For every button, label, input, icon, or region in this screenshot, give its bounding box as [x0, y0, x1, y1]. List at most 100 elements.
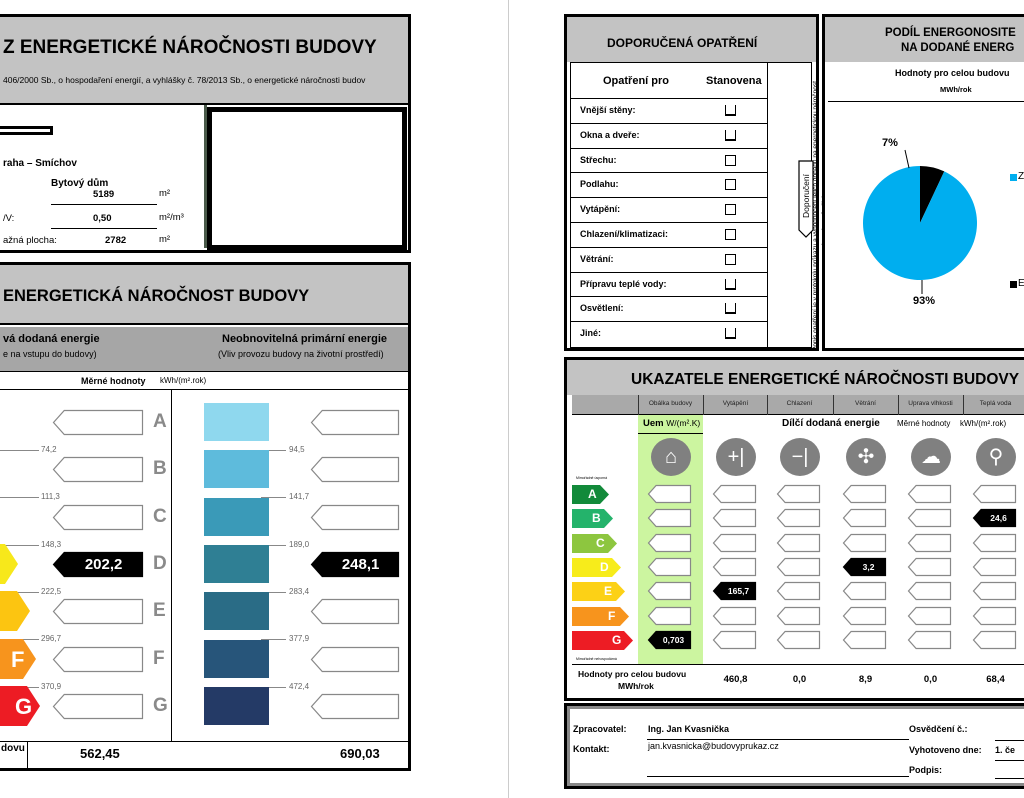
share-unit: MWh/rok: [940, 85, 972, 94]
scale-class-a: [572, 485, 609, 504]
measure-checkbox[interactable]: [725, 154, 736, 166]
primary-threshold: 283,4: [289, 586, 310, 596]
delivered-energy-arrow-f: [52, 646, 144, 672]
measure-item-label: Okna a dveře:: [580, 129, 640, 140]
indicator-arrow: [712, 484, 757, 504]
measure-item-label: Jiné:: [580, 328, 602, 339]
indicator-arrow: [842, 533, 887, 552]
status-col-header: Stanovena: [706, 75, 762, 87]
pie-label-big: 93%: [913, 295, 936, 307]
processor-name: Ing. Jan Kvasnička: [648, 724, 730, 734]
column-total: 0,0: [923, 674, 938, 685]
measure-checkbox[interactable]: [725, 204, 736, 216]
delivered-threshold: 296,7: [41, 634, 62, 644]
delivered-energy-arrow-a: [52, 409, 144, 436]
info-label: /V:: [3, 213, 15, 224]
indicator-arrow: [647, 630, 692, 649]
scale-bottom-label: Mimořádně nehospodárná: [576, 657, 617, 661]
delivered-class-g-bar: [0, 685, 40, 726]
indicator-arrow: [907, 509, 952, 528]
measure-checkbox[interactable]: [725, 229, 736, 240]
class-value: 3,2: [862, 561, 875, 572]
measure-checkbox[interactable]: [725, 278, 736, 290]
legend-label: Ze: [1018, 171, 1024, 182]
column-header: Chlazení: [786, 400, 813, 407]
primary-threshold: 472,4: [289, 681, 310, 691]
indicator-arrow: [647, 582, 692, 601]
total-primary-energy: 690,03: [340, 746, 380, 761]
indicator-arrow: [776, 557, 821, 576]
indicator-arrow: [776, 533, 821, 552]
scale-top-label: Mimořádně úsporná: [576, 476, 608, 480]
primary-energy-arrow-e: [310, 599, 400, 625]
house-icon: ⌂: [651, 438, 691, 476]
column-header: Úprava vlhkosti: [908, 400, 953, 407]
building-photo-strip: [204, 105, 207, 248]
indicator-arrow: [776, 606, 821, 625]
partial-energy-label: Dílčí dodaná energie: [782, 418, 880, 429]
indicator-arrow: [907, 533, 952, 552]
specific-values-unit: kWh/(m².rok): [960, 419, 1007, 428]
measure-item-label: Podlahu:: [580, 179, 619, 190]
building-address: raha – Smíchov: [3, 158, 77, 169]
measure-checkbox[interactable]: [725, 303, 736, 315]
primary-energy-title: Neobnovitelná primární energie: [222, 333, 388, 345]
primary-energy-arrow-a: [310, 409, 400, 436]
fan-icon: ✣: [846, 438, 886, 476]
scale-class-letter: F: [608, 608, 616, 623]
measure-checkbox[interactable]: [725, 179, 736, 191]
scale-class-e: [572, 582, 625, 602]
primary-threshold: 94,5: [289, 445, 305, 454]
indicator-arrow: [907, 630, 952, 649]
indicator-arrow: [972, 582, 1017, 601]
delivered-threshold: 74,2: [41, 445, 57, 454]
primary-class-g-bar: [204, 686, 269, 725]
class-letter-f: F: [153, 647, 165, 669]
indicator-arrow: [776, 582, 821, 601]
class-letter-c: C: [153, 505, 167, 527]
delivered-energy-arrow-g: [52, 693, 144, 719]
primary-threshold: 189,0: [289, 539, 310, 549]
pie-leader-line: [904, 149, 910, 169]
delivered-energy-arrow-d: [52, 551, 144, 577]
share-title-line1: PODÍL ENERGONOSITE: [885, 27, 1016, 39]
scale-class-d: [572, 557, 621, 577]
scale-class-f: [572, 606, 629, 626]
column-total: 460,8: [723, 674, 748, 685]
heating-thermometer-icon: +|: [716, 438, 756, 476]
class-letter-d: D: [153, 552, 167, 574]
delivered-threshold: 222,5: [41, 586, 62, 596]
indicator-arrow: [712, 509, 757, 528]
date-value: 1. če: [995, 745, 1016, 755]
delivered-energy-arrow-c: [52, 504, 144, 530]
indicator-arrow: [972, 533, 1017, 552]
legend-swatch: [1010, 281, 1017, 288]
share-subtitle: Hodnoty pro celou budovu: [895, 68, 1010, 78]
uem-symbol: Uem: [643, 418, 664, 429]
info-value: 5189: [93, 189, 115, 200]
certificate-header-panel: Z ENERGETICKÉ NÁROČNOSTI BUDOVY 406/2000…: [0, 14, 411, 253]
measure-checkbox[interactable]: [725, 253, 736, 265]
scale-class-letter: A: [588, 487, 597, 501]
delivered-threshold: 111,3: [41, 492, 60, 502]
delivered-class-letter: F: [11, 646, 25, 672]
primary-energy-arrow-g: [310, 693, 400, 719]
contact-email[interactable]: jan.kvasnicka@budovyprukaz.cz: [648, 741, 779, 751]
indicator-arrow: [842, 509, 887, 528]
delivered-threshold: 148,3: [41, 539, 62, 549]
primary-class-c-bar: [204, 497, 269, 536]
measure-item-label: Chlazení/klimatizaci:: [580, 229, 669, 239]
indicator-arrow: [712, 582, 757, 601]
building-photo: [207, 107, 407, 250]
indicator-arrow: [972, 484, 1017, 504]
delivered-class-e-bar: [0, 591, 30, 632]
measure-checkbox[interactable]: [725, 105, 736, 116]
primary-class-e-bar: [204, 592, 269, 631]
measure-checkbox[interactable]: [725, 328, 736, 340]
measure-checkbox[interactable]: [725, 129, 736, 141]
contact-label: Kontakt:: [573, 744, 610, 754]
indicator-arrow: [647, 509, 692, 528]
class-letter-b: B: [153, 458, 167, 480]
legend-label: El: [1018, 278, 1024, 289]
primary-energy-subtitle: (Vliv provozu budovy na životní prostřed…: [218, 349, 384, 359]
